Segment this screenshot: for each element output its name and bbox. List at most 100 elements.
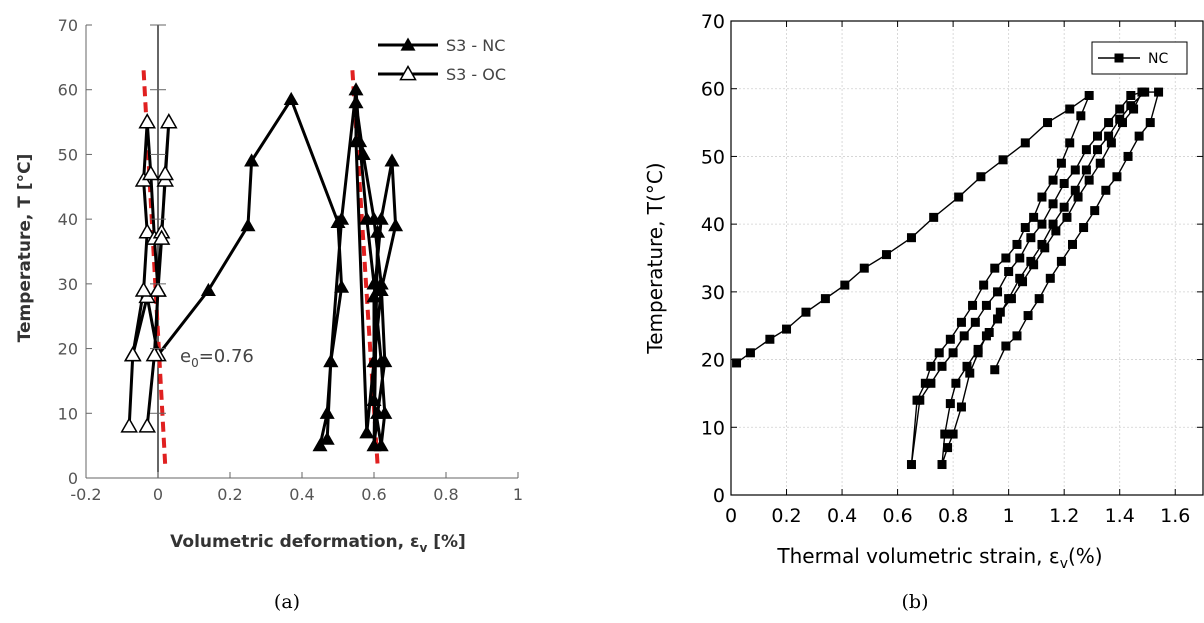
data-point-nc (1062, 212, 1072, 222)
data-point-nc (993, 314, 1003, 324)
data-point-nc (745, 348, 755, 358)
data-point-nc (765, 334, 775, 344)
data-point-nc (1029, 212, 1039, 222)
y-tick-label-b: 60 (701, 79, 725, 101)
data-point-nc (926, 361, 936, 371)
x-tick-label-b: 0.8 (938, 505, 968, 527)
data-point-nc (1081, 145, 1091, 155)
data-point-nc (1076, 111, 1086, 121)
data-point-filled (370, 224, 386, 238)
data-point-nc (1034, 294, 1044, 304)
data-point-filled (348, 82, 364, 96)
data-point-nc (1023, 311, 1033, 321)
data-point-open (120, 417, 138, 433)
data-point-nc (906, 460, 916, 470)
x-tick-label-b: 0.4 (827, 505, 857, 527)
data-point-filled (200, 282, 216, 296)
data-point-open (145, 346, 164, 362)
data-point-nc (962, 361, 972, 371)
y-tick-label-a: 40 (58, 210, 78, 229)
data-point-filled (240, 218, 256, 232)
plot-frame-b (730, 20, 1204, 496)
y-tick-label-b: 70 (701, 11, 725, 33)
data-point-nc (1056, 256, 1066, 266)
data-point-nc (1065, 104, 1075, 114)
data-point-nc (1115, 104, 1125, 114)
data-point-nc (1026, 233, 1036, 243)
data-point-nc (979, 280, 989, 290)
data-point-nc (1004, 267, 1014, 277)
y-tick-label-b: 0 (713, 485, 725, 507)
data-point-nc (1081, 165, 1091, 175)
data-point-nc (1037, 219, 1047, 229)
data-point-nc (948, 429, 958, 439)
data-point-nc (1145, 118, 1155, 128)
y-tick-label-b: 20 (701, 350, 725, 372)
data-point-filled (319, 405, 335, 419)
y-tick-label-a: 50 (58, 145, 78, 164)
data-point-nc (1070, 185, 1080, 195)
y-tick-label-b: 10 (701, 417, 725, 439)
x-tick-label-a: 1 (513, 485, 523, 504)
data-point-nc (782, 324, 792, 334)
data-point-nc (1059, 179, 1069, 189)
data-point-nc (1123, 151, 1133, 161)
data-point-nc (945, 334, 955, 344)
data-point-nc (1045, 273, 1055, 283)
data-point-nc (1020, 138, 1030, 148)
data-point-nc (976, 172, 986, 182)
data-point-nc (1084, 90, 1094, 100)
x-tick-label-a: 0.4 (289, 485, 314, 504)
x-axis-title-b: Thermal volumetric strain, εv(%) (776, 544, 1102, 572)
data-point-nc (990, 365, 1000, 375)
data-point-filled (366, 354, 382, 368)
x-tick-label-a: 0.8 (433, 485, 458, 504)
data-point-nc (1140, 87, 1150, 97)
data-point-open (134, 281, 153, 297)
data-point-filled (334, 211, 350, 225)
data-point-nc (1048, 175, 1058, 185)
data-point-nc (945, 399, 955, 409)
data-point-nc (943, 443, 953, 453)
data-point-filled (366, 392, 382, 406)
data-point-nc (801, 307, 811, 317)
x-tick-label-a: 0.2 (217, 485, 242, 504)
data-point-nc (1154, 87, 1164, 97)
y-tick-label-b: 40 (701, 214, 725, 236)
x-tick-label-a: 0.6 (361, 485, 386, 504)
data-point-nc (1126, 90, 1136, 100)
data-point-nc (1037, 192, 1047, 202)
data-point-nc (1012, 239, 1022, 249)
data-point-nc (732, 358, 742, 368)
data-point-nc (1084, 175, 1094, 185)
data-point-nc (1015, 273, 1025, 283)
data-point-nc (1051, 226, 1061, 236)
data-point-nc (956, 402, 966, 412)
x-tick-label-b: 0.2 (771, 505, 801, 527)
legend-b: NC (1091, 41, 1188, 75)
data-point-filled (319, 431, 335, 445)
legend-label-a: S3 - OC (446, 65, 506, 84)
data-point-filled (366, 438, 382, 452)
data-point-nc (1037, 239, 1047, 249)
legend-marker-a (399, 64, 417, 81)
data-point-filled (370, 405, 386, 419)
data-point-nc (951, 378, 961, 388)
y-tick-label-a: 20 (58, 340, 78, 359)
data-point-open (156, 164, 174, 181)
data-point-nc (973, 348, 983, 358)
data-point-nc (995, 307, 1005, 317)
data-point-nc (990, 263, 1000, 273)
data-point-nc (1001, 341, 1011, 351)
legend-label-b: NC (1148, 51, 1168, 67)
data-point-nc (1092, 131, 1102, 141)
data-point-nc (881, 250, 891, 260)
data-point-nc (948, 348, 958, 358)
data-point-nc (993, 287, 1003, 297)
data-point-nc (937, 460, 947, 470)
data-point-filled (334, 279, 350, 293)
data-point-nc (956, 317, 966, 327)
data-point-nc (1112, 172, 1122, 182)
x-tick-label-b: 1.2 (1049, 505, 1079, 527)
data-point-nc (1065, 138, 1075, 148)
